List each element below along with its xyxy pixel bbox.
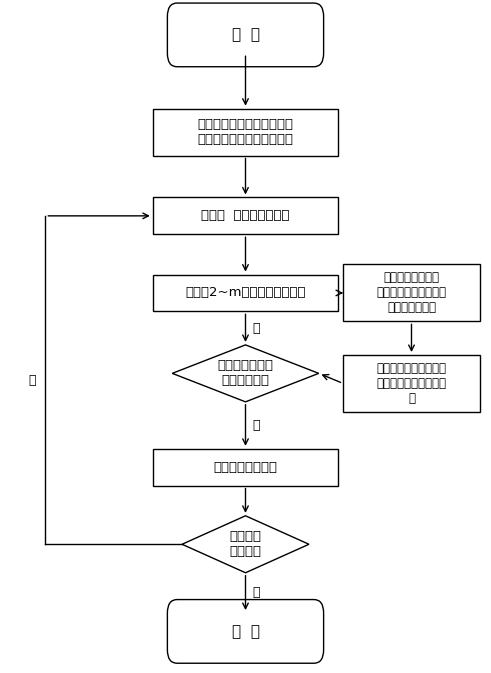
FancyBboxPatch shape: [153, 197, 338, 234]
Text: 是否达到中子学
计算迭代次数: 是否达到中子学 计算迭代次数: [218, 359, 273, 388]
Text: 开  始: 开 始: [231, 28, 260, 42]
FancyBboxPatch shape: [153, 275, 338, 312]
FancyBboxPatch shape: [153, 108, 338, 155]
Polygon shape: [172, 345, 319, 402]
Text: 是: 是: [253, 586, 260, 600]
Text: 执行热工水力计算: 执行热工水力计算: [214, 461, 277, 474]
FancyBboxPatch shape: [343, 355, 480, 412]
Text: 设定中子学计算迭代次数，
构建功率密度分布迭代函数: 设定中子学计算迭代次数， 构建功率密度分布迭代函数: [197, 118, 294, 146]
Polygon shape: [182, 516, 309, 573]
Text: 执行第  一次中子学计算: 执行第 一次中子学计算: [201, 209, 290, 222]
Text: 结  束: 结 束: [231, 624, 260, 639]
Text: 是: 是: [253, 419, 260, 432]
FancyBboxPatch shape: [153, 449, 338, 486]
FancyBboxPatch shape: [167, 3, 324, 67]
Text: 计算功率密度分布
的相对偏差，选取自适
应松弛因子取值: 计算功率密度分布 的相对偏差，选取自适 应松弛因子取值: [377, 271, 446, 314]
Text: 功率密度
分布收敛: 功率密度 分布收敛: [229, 530, 262, 559]
FancyBboxPatch shape: [343, 264, 480, 322]
Text: 执行第2~m次堆芯中子学计算: 执行第2~m次堆芯中子学计算: [185, 287, 306, 299]
Text: 否: 否: [253, 322, 260, 334]
Text: 否: 否: [28, 374, 35, 386]
Text: 功率密度分布迭代函数
迭代出新的功率密度分
布: 功率密度分布迭代函数 迭代出新的功率密度分 布: [377, 362, 446, 405]
FancyBboxPatch shape: [167, 600, 324, 663]
